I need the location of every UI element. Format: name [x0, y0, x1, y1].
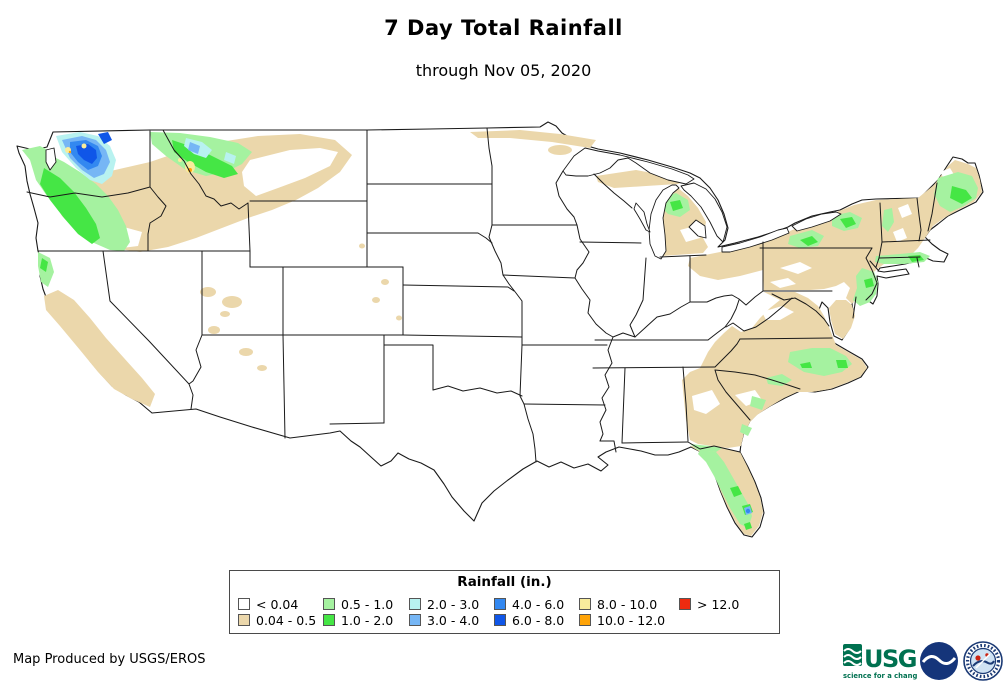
page-title: 7 Day Total Rainfall [384, 16, 623, 40]
rainfall-layer-darkblue [76, 132, 112, 164]
rainfall-layer-yellow [65, 143, 195, 173]
legend-item: 2.0 - 3.0 [409, 596, 479, 612]
page-subtitle: through Nov 05, 2020 [415, 61, 592, 80]
noaa-logo [920, 642, 958, 680]
legend-item: 10.0 - 12.0 [579, 612, 665, 628]
legend-item: 4.0 - 6.0 [494, 596, 564, 612]
legend-swatch [579, 614, 591, 626]
legend-item: 1.0 - 2.0 [323, 612, 393, 628]
nws-logo [963, 641, 1003, 681]
legend-item: > 12.0 [679, 596, 739, 612]
usgs-logo-tagline: science for a changing world [843, 672, 917, 680]
legend-column: > 12.0 [679, 596, 739, 612]
legend-item: 3.0 - 4.0 [409, 612, 479, 628]
legend-label: > 12.0 [697, 596, 740, 612]
legend-swatch [579, 598, 591, 610]
legend-column: 2.0 - 3.0 3.0 - 4.0 [409, 596, 479, 628]
legend-swatch [323, 598, 335, 610]
legend-label: 0.04 - 0.5 [256, 612, 317, 628]
legend-item: < 0.04 [238, 596, 316, 612]
legend-swatch [679, 598, 691, 610]
legend-column: < 0.04 0.04 - 0.5 [238, 596, 316, 628]
legend-label: < 0.04 [256, 596, 299, 612]
legend-box: Rainfall (in.) < 0.04 0.04 - 0.5 0.5 - 1… [229, 570, 780, 634]
legend-swatch [238, 614, 250, 626]
legend-column: 8.0 - 10.0 10.0 - 12.0 [579, 596, 665, 628]
legend-label: 3.0 - 4.0 [427, 612, 480, 628]
legend-swatch [494, 614, 506, 626]
great-lakes [45, 147, 842, 260]
legend-label: 0.5 - 1.0 [341, 596, 394, 612]
legend-item: 6.0 - 8.0 [494, 612, 564, 628]
legend-column: 4.0 - 6.0 6.0 - 8.0 [494, 596, 564, 628]
legend-swatch [323, 614, 335, 626]
legend-item: 8.0 - 10.0 [579, 596, 665, 612]
legend-label: 10.0 - 12.0 [597, 612, 666, 628]
legend-swatch [409, 614, 421, 626]
map-credit: Map Produced by USGS/EROS [13, 652, 206, 667]
legend-label: 8.0 - 10.0 [597, 596, 658, 612]
usgs-wave-icon [843, 644, 862, 666]
legend-item: 0.04 - 0.5 [238, 612, 316, 628]
legend-column: 0.5 - 1.0 1.0 - 2.0 [323, 596, 393, 628]
legend-label: 6.0 - 8.0 [512, 612, 565, 628]
legend-label: 2.0 - 3.0 [427, 596, 480, 612]
legend-item: 0.5 - 1.0 [323, 596, 393, 612]
legend-swatch [494, 598, 506, 610]
usgs-logo: USGS science for a changing world [843, 644, 917, 680]
state-borders [26, 127, 938, 463]
usgs-logo-text: USGS [864, 645, 917, 673]
legend-title: Rainfall (in.) [457, 574, 552, 590]
logo-row: USGS science for a changing world [843, 638, 1003, 684]
legend-swatch [409, 598, 421, 610]
legend-label: 4.0 - 6.0 [512, 596, 565, 612]
legend-label: 1.0 - 2.0 [341, 612, 394, 628]
legend-swatch [238, 598, 250, 610]
